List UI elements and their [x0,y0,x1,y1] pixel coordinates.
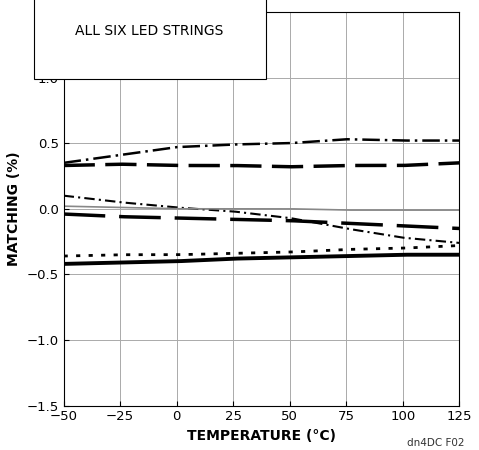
Text: ALL SIX LED STRINGS: ALL SIX LED STRINGS [76,24,224,38]
Y-axis label: MATCHING (%): MATCHING (%) [7,152,21,266]
X-axis label: TEMPERATURE (°C): TEMPERATURE (°C) [187,429,336,443]
Text: dn4DC F02: dn4DC F02 [407,438,465,448]
